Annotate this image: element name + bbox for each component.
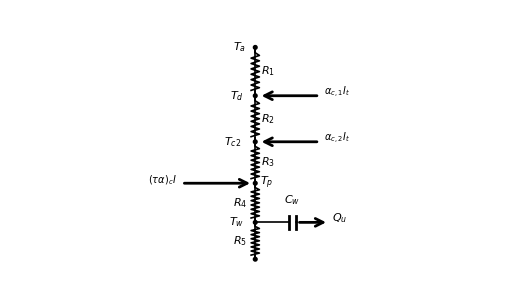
Text: $T_a$: $T_a$ <box>233 40 246 54</box>
Circle shape <box>254 45 257 49</box>
Text: $R_4$: $R_4$ <box>233 196 247 210</box>
Text: $R_5$: $R_5$ <box>233 234 247 248</box>
Circle shape <box>254 181 257 185</box>
Text: $R_1$: $R_1$ <box>261 65 275 78</box>
Text: $C_w$: $C_w$ <box>284 193 300 207</box>
Text: $\alpha_{c,1} I_t$: $\alpha_{c,1} I_t$ <box>324 85 350 100</box>
Circle shape <box>254 221 257 224</box>
Text: $\alpha_{c,2} I_t$: $\alpha_{c,2} I_t$ <box>324 131 350 146</box>
Text: $R_2$: $R_2$ <box>261 112 275 126</box>
Text: $T_w$: $T_w$ <box>229 216 245 229</box>
Circle shape <box>254 257 257 261</box>
Text: $T_{d}$: $T_{d}$ <box>230 89 244 103</box>
Circle shape <box>254 140 257 144</box>
Text: $Q_u$: $Q_u$ <box>332 211 348 225</box>
Text: $(\tau\alpha)_c I$: $(\tau\alpha)_c I$ <box>148 173 177 187</box>
Circle shape <box>254 94 257 97</box>
Text: $R_3$: $R_3$ <box>261 155 275 170</box>
Text: $T_p$: $T_p$ <box>260 175 274 191</box>
Text: $T_{c2}$: $T_{c2}$ <box>224 135 241 149</box>
